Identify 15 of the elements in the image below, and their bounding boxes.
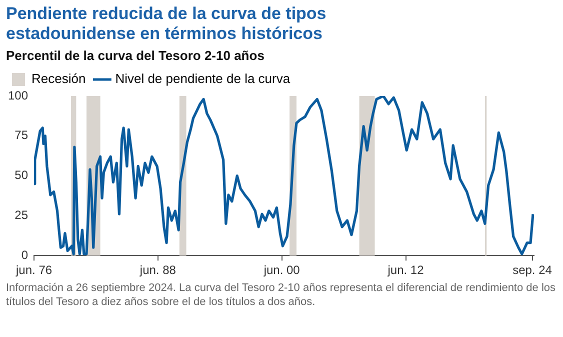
legend-label: Nivel de pendiente de la curva [115, 71, 291, 86]
x-tick-label: jun. 00 [262, 263, 300, 278]
y-tick-label: 25 [14, 208, 28, 222]
chart-subtitle: Percentil de la curva del Tesoro 2-10 años [5, 47, 266, 63]
text: Información a 26 septiembre 2024. La curva del Tesoro 2-10 años representa el diferencial de rendimiento de los títulos del Tesoro a diez años sobre el de los títulos a dos años. [5, 281, 557, 309]
y-tick-label: 100 [8, 88, 28, 102]
chart-title: Pendiente reducida de la curva de tipos estadounidense en términos históricos [5, 3, 328, 44]
y-tick-label: 75 [14, 128, 28, 142]
y-tick-label: 0 [21, 248, 28, 262]
y-tick-label: 50 [14, 168, 28, 182]
legend-label: Recesión [32, 71, 86, 86]
x-tick-label: jun. 76 [15, 263, 52, 278]
x-tick-label: jun. 88 [138, 263, 176, 278]
x-tick-label: sep. 24 [512, 263, 552, 278]
x-tick-label: jun. 12 [386, 263, 424, 278]
